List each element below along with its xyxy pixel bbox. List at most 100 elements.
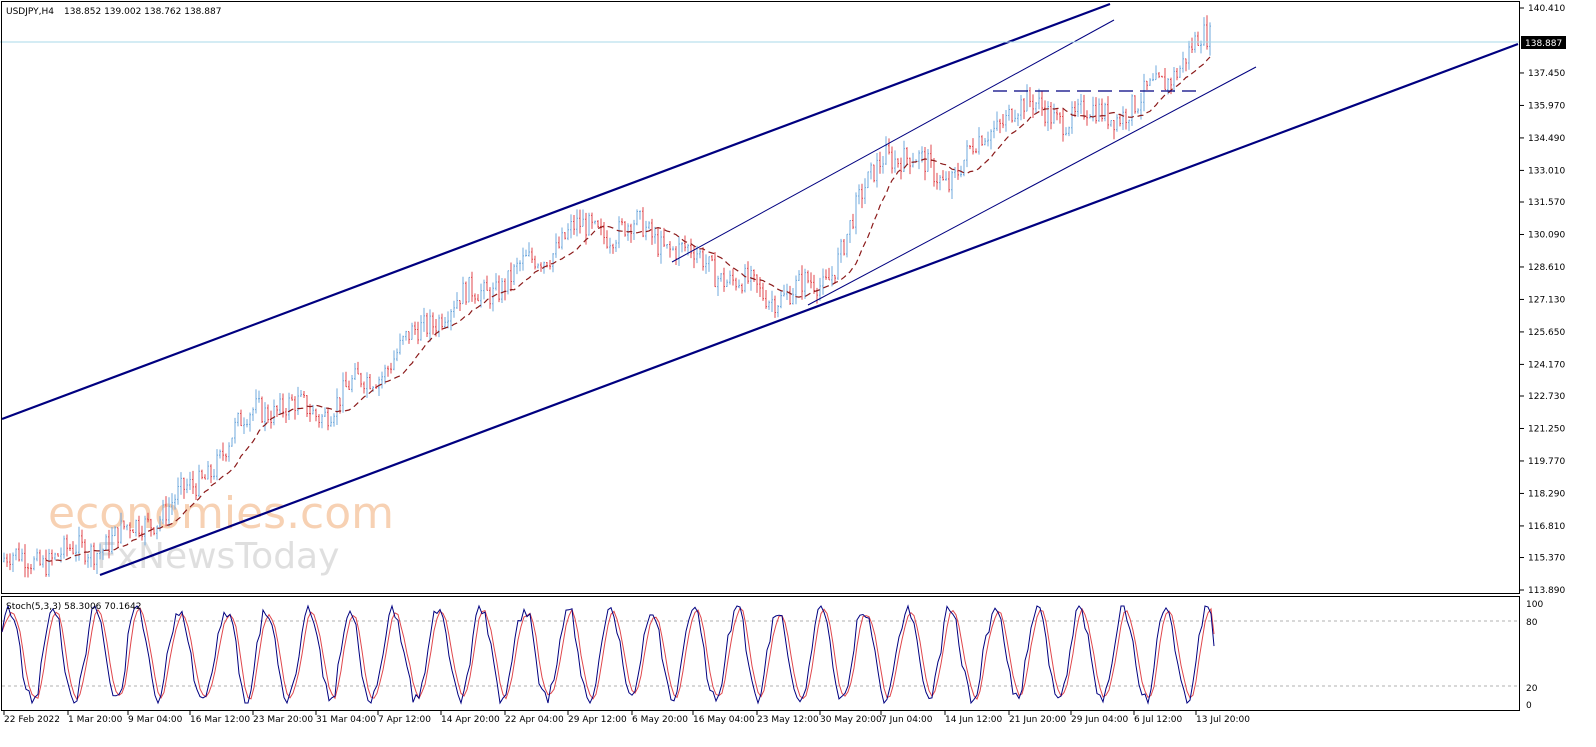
ohlc-bar: [1041, 91, 1043, 116]
ohlc-bar: [747, 261, 749, 284]
ohlc-bar: [831, 266, 833, 287]
ohlc-bar: [579, 209, 581, 234]
ohlc-bar: [36, 548, 38, 562]
ohlc-bar: [39, 549, 41, 566]
time-tick-label: 6 May 20:00: [632, 715, 688, 725]
ohlc-bar: [114, 526, 116, 537]
ohlc-bar: [882, 155, 884, 174]
ohlc-bar: [1062, 108, 1064, 142]
ohlc-bar: [735, 277, 737, 291]
ohlc-bar: [384, 364, 386, 385]
ohlc-bar: [1125, 108, 1127, 130]
ohlc-bar: [375, 384, 377, 389]
outer-channel-upper[interactable]: [1, 2, 1111, 421]
ohlc-bar: [813, 274, 815, 294]
ohlc-bar: [342, 372, 344, 413]
ohlc-bar: [279, 392, 281, 414]
ohlc-bar: [927, 149, 929, 172]
ohlc-bar: [996, 111, 998, 131]
ohlc-bar: [1086, 110, 1088, 126]
ohlc-bar: [1077, 98, 1079, 117]
ohlc-bar: [624, 221, 626, 237]
ohlc-bar: [909, 157, 911, 175]
ohlc-bar: [900, 157, 902, 180]
watermark-sub: FxNewsToday: [96, 536, 339, 577]
ohlc-bar: [954, 167, 956, 178]
ohlc-bar: [537, 263, 539, 269]
ohlc-bar: [1095, 97, 1097, 124]
ohlc-bar: [312, 404, 314, 415]
ohlc-bar: [402, 335, 404, 345]
ohlc-bar: [180, 472, 182, 495]
time-axis[interactable]: 22 Feb 2022 1 Mar 20:00 9 Mar 04:00 16 Mar …: [3, 711, 1250, 725]
ohlc-bar: [792, 288, 794, 305]
ohlc-bar: [387, 365, 389, 377]
ohlc-bar: [390, 362, 392, 374]
ohlc-bar: [717, 275, 719, 297]
ohlc-bar: [192, 470, 194, 494]
ohlc-bar: [291, 394, 293, 401]
ohlc-bar: [705, 254, 707, 274]
ohlc-bar: [972, 138, 974, 155]
ohlc-bar: [177, 477, 179, 505]
ohlc-bar: [393, 350, 395, 371]
time-tick-label: 29 Apr 12:00: [568, 715, 627, 725]
stoch-main-line: [1, 604, 1215, 705]
ohlc-bar: [516, 257, 518, 275]
ohlc-bar: [378, 376, 380, 396]
ohlc-bar: [243, 417, 245, 435]
ohlc-bar: [1131, 94, 1133, 126]
ohlc-bar: [837, 247, 839, 280]
ohlc-bar: [348, 380, 350, 390]
ohlc-bar: [1011, 108, 1013, 123]
ohlc-bar: [333, 413, 335, 427]
ohlc-bar: [804, 268, 806, 299]
price-axis[interactable]: 140.410 137.450 135.970 134.490 133.010 131.5…: [1520, 4, 1565, 596]
time-tick-label: 16 May 04:00: [693, 715, 755, 725]
ohlc-bar: [1113, 119, 1115, 140]
ohlc-bar: [24, 544, 26, 578]
ohlc-bar: [576, 209, 578, 237]
ohlc-bar: [534, 255, 536, 270]
ohlc-bar: [768, 300, 770, 310]
inner-channel-lower[interactable]: [807, 66, 1257, 306]
ohlc-bar: [162, 499, 164, 525]
ohlc-bar: [948, 171, 950, 193]
inner-channel-upper[interactable]: [671, 19, 1115, 263]
ohlc-bar: [1104, 102, 1106, 122]
ohlc-bar: [825, 269, 827, 280]
ohlc-bar: [96, 552, 98, 575]
ohlc-bar: [372, 386, 374, 392]
ohlc-bar: [684, 235, 686, 252]
ohlc-bar: [558, 236, 560, 249]
ohlc-bar: [66, 534, 68, 557]
ohlc-bar: [1200, 40, 1202, 54]
ohlc-bar: [102, 548, 104, 560]
ohlc-bar: [156, 525, 158, 540]
ohlc-bar: [888, 138, 890, 155]
ohlc-bar: [447, 311, 449, 329]
ohlc-bar: [18, 542, 20, 562]
ohlc-bar: [159, 516, 161, 532]
time-tick-label: 22 Feb 2022: [4, 715, 60, 725]
ohlc-bar: [615, 239, 617, 252]
ohlc-bar: [135, 519, 137, 537]
ohlc-bar: [174, 494, 176, 510]
ohlc-bar: [285, 408, 287, 423]
ohlc-bar: [246, 419, 248, 428]
ohlc-bar: [411, 322, 413, 340]
ohlc-bar: [1020, 94, 1022, 121]
ohlc-bar: [984, 138, 986, 146]
ohlc-bar: [612, 243, 614, 254]
ohlc-bar: [711, 255, 713, 262]
ohlc-bar: [1185, 58, 1187, 72]
ohlc-bar: [978, 127, 980, 155]
ohlc-bar: [60, 547, 62, 563]
ohlc-bar: [864, 178, 866, 205]
ohlc-bar: [1014, 109, 1016, 123]
outer-channel-lower[interactable]: [99, 42, 1519, 577]
ohlc-bar: [771, 290, 773, 312]
ohlc-bar: [1029, 87, 1031, 108]
